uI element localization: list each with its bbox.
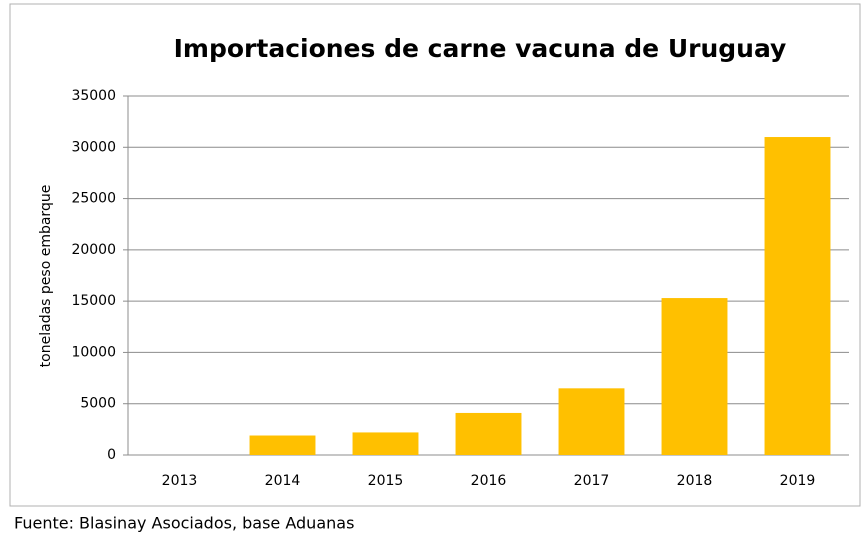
y-tick-label: 25000	[71, 191, 116, 207]
x-tick-label: 2015	[368, 473, 404, 489]
x-tick-label: 2017	[574, 473, 610, 489]
y-tick-label: 20000	[71, 242, 116, 258]
x-tick-label: 2019	[780, 473, 816, 489]
x-tick-label: 2014	[265, 473, 301, 489]
y-tick-label: 35000	[71, 88, 116, 104]
x-tick-label: 2018	[677, 473, 713, 489]
bar	[455, 412, 522, 455]
y-tick-label: 5000	[80, 396, 116, 412]
chart-title: Importaciones de carne vacuna de Uruguay	[174, 34, 787, 63]
y-axis-label: toneladas peso embarque	[38, 185, 54, 368]
bar	[249, 435, 316, 455]
y-tick-label: 15000	[71, 293, 116, 309]
bar	[764, 137, 831, 455]
bar	[661, 298, 728, 455]
bar	[558, 388, 625, 455]
y-tick-label: 0	[107, 447, 116, 463]
chart-frame	[9, 3, 861, 507]
source-note: Fuente: Blasinay Asociados, base Aduanas	[14, 514, 354, 533]
bar	[352, 432, 419, 455]
y-tick-label: 10000	[71, 344, 116, 360]
x-tick-label: 2013	[162, 473, 198, 489]
y-tick-label: 30000	[71, 139, 116, 155]
x-tick-label: 2016	[471, 473, 507, 489]
